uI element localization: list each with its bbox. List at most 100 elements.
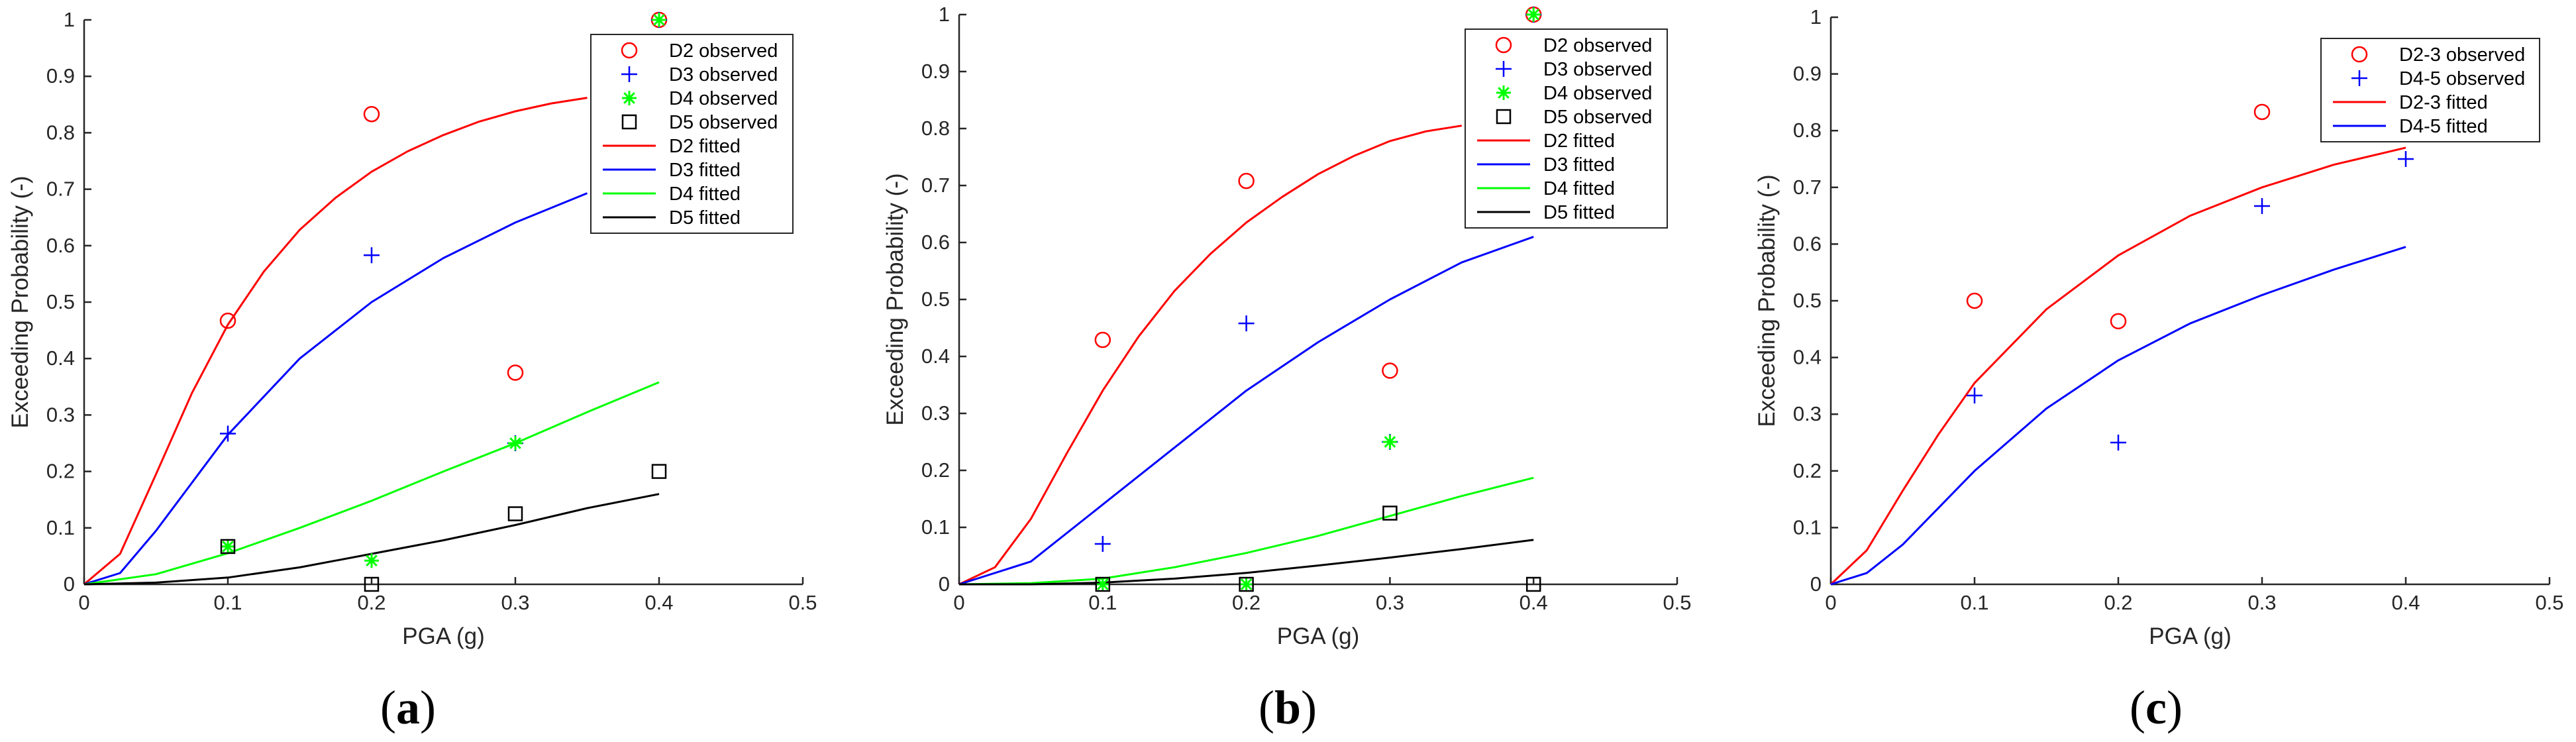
y-tick-label: 0.5 <box>46 290 75 313</box>
x-tick-label: 0 <box>953 591 964 614</box>
data-point-d2-observed <box>219 312 236 329</box>
y-tick-label: 0.8 <box>1793 119 1822 142</box>
legend-label: D2 fitted <box>669 136 741 157</box>
x-tick-label: 0.3 <box>2247 591 2276 614</box>
data-point-d2-3-observed <box>1966 292 1983 309</box>
y-tick-label: 1 <box>64 8 75 31</box>
series-line-d3-fitted <box>83 192 588 586</box>
legend-label: D4 observed <box>669 88 778 109</box>
data-point-d2-observed <box>1238 172 1255 189</box>
data-point-d4-observed <box>1095 577 1110 592</box>
x-tick-label: 0.2 <box>357 591 386 614</box>
y-tick-label: 0.7 <box>46 178 75 201</box>
y-tick-label: 0.4 <box>921 344 950 368</box>
y-tick-label: 0.2 <box>46 460 75 483</box>
legend-label: D4-5 fitted <box>2399 116 2488 137</box>
legend-swatch-d2-observed <box>1495 36 1512 54</box>
y-tick-label: 0.1 <box>1793 515 1822 539</box>
series-line-d4-fitted <box>958 476 1534 586</box>
legend-swatch-d4-5-observed <box>2351 70 2367 86</box>
data-point-d2-3-observed <box>2253 103 2271 121</box>
x-tick-label: 0.1 <box>1088 591 1117 614</box>
series-line-d2-fitted <box>958 125 1463 586</box>
y-tick-label: 1 <box>1810 5 1822 28</box>
panel-caption-letter: a <box>396 681 420 734</box>
data-point-d4-observed <box>364 553 379 568</box>
data-point-d5-observed <box>1525 576 1541 592</box>
y-tick-label: 0.9 <box>1793 62 1822 85</box>
y-tick-label: 0.4 <box>46 346 75 370</box>
data-point-d4-5-observed <box>2254 198 2270 215</box>
data-point-d4-observed <box>1526 7 1541 22</box>
legend-label: D2-3 observed <box>2399 44 2525 66</box>
y-tick-label: 0.2 <box>921 458 950 482</box>
chart-panel-a: 0 0.1 0.2 0.3 0.4 0.5 0 0.1 0.2 0.3 0.4 0.5 0.6 0.7 0.… <box>7 8 817 734</box>
y-axis-label: Exceeding Probability (-) <box>7 176 33 428</box>
legend-swatch-d4-observed <box>622 91 637 105</box>
legend-label: D2 observed <box>1543 35 1652 56</box>
y-tick-label: 0.6 <box>1793 232 1822 255</box>
x-axis-label: PGA (g) <box>2149 623 2231 649</box>
legend-label: D5 fitted <box>669 207 741 229</box>
legend-box <box>590 34 794 234</box>
legend-label: D3 observed <box>669 64 778 85</box>
y-axis-label: Exceeding Probability (-) <box>1754 174 1780 427</box>
y-tick-label: 0.2 <box>1793 459 1822 482</box>
data-point-d4-5-observed <box>2398 151 2414 167</box>
x-tick-label: 0.5 <box>788 591 817 614</box>
legend-swatch-d5-observed <box>1496 109 1512 125</box>
legend-swatch-d2-observed <box>621 42 638 59</box>
series-line-d4-fitted <box>83 381 660 586</box>
panel-caption: (b) <box>1259 681 1317 734</box>
y-tick-label: 0.8 <box>921 117 950 140</box>
data-point-d4-observed <box>221 539 235 554</box>
legend-box <box>2320 38 2540 142</box>
legend-label: D5 observed <box>669 112 778 133</box>
panel-caption-letter: b <box>1274 681 1301 734</box>
data-point-d3-observed <box>1094 535 1111 552</box>
y-tick-label: 0.3 <box>46 403 75 426</box>
legend-label: D5 observed <box>1543 107 1652 128</box>
legend-swatch-d2-3-observed <box>2351 46 2368 63</box>
panel-caption-letter: c <box>2145 681 2167 734</box>
x-tick-label: 0.1 <box>1960 591 1988 614</box>
y-tick-label: 0.4 <box>1793 346 1822 369</box>
y-tick-label: 0.3 <box>921 401 950 425</box>
data-point-d5-observed <box>220 539 236 555</box>
legend-label: D3 fitted <box>1543 154 1615 176</box>
panel-caption: (c) <box>2130 681 2183 734</box>
x-tick-label: 0.3 <box>1376 591 1404 614</box>
legend-label: D3 observed <box>1543 59 1652 80</box>
y-tick-label: 0.1 <box>921 515 950 539</box>
x-axis-label: PGA (g) <box>402 623 484 649</box>
legend-label: D4 fitted <box>669 184 741 205</box>
y-tick-label: 0.1 <box>46 516 75 539</box>
legend-label: D5 fitted <box>1543 202 1615 223</box>
x-axis-label: PGA (g) <box>1277 623 1359 649</box>
data-point-d5-observed <box>651 464 667 479</box>
series-line-d5-fitted <box>959 539 1534 586</box>
data-point-d2-observed <box>507 364 524 381</box>
x-tick-label: 0.4 <box>2391 591 2420 614</box>
y-tick-label: 0.5 <box>921 288 950 311</box>
legend-swatch-d3-observed <box>621 66 637 82</box>
data-point-d4-5-observed <box>2110 435 2126 450</box>
chart-panel-c: 0 0.1 0.2 0.3 0.4 0.5 0 0.1 0.2 0.3 0.4 0.5 0.6 0.7 0.… <box>1754 5 2564 734</box>
series-line-d2-fitted <box>83 97 588 586</box>
x-tick-label: 0.4 <box>644 591 673 614</box>
legend-box <box>1465 28 1668 229</box>
y-tick-label: 0.7 <box>921 174 950 197</box>
y-tick-label: 0.9 <box>46 64 75 87</box>
x-tick-label: 0.1 <box>213 591 242 614</box>
x-tick-label: 0.2 <box>2104 591 2132 614</box>
legend-label: D3 fitted <box>669 160 741 181</box>
data-point-d4-observed <box>652 13 666 27</box>
y-tick-label: 0.6 <box>46 234 75 257</box>
y-tick-label: 0.5 <box>1793 289 1822 312</box>
legend-swatch-d5-observed <box>621 114 637 130</box>
y-tick-label: 0 <box>939 572 950 596</box>
data-point-d5-observed <box>507 506 523 521</box>
y-tick-label: 0.7 <box>1793 176 1822 199</box>
data-point-d4-observed <box>508 436 523 450</box>
